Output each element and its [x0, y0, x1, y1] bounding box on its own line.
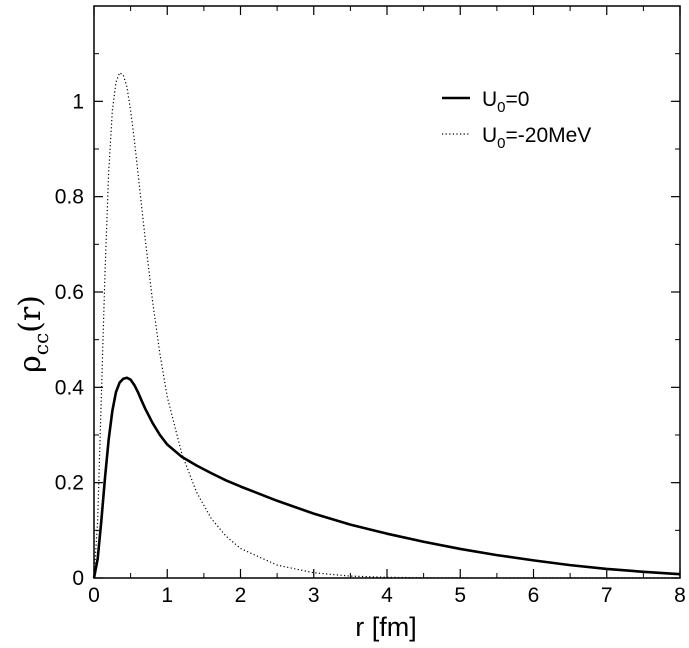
y-tick-label: 0.6 — [55, 281, 84, 304]
x-tick-label: 1 — [161, 584, 173, 607]
y-tick-label: 0.4 — [55, 376, 85, 399]
y-axis-title-main: ρ — [13, 355, 48, 373]
y-axis-title-sub: cc — [29, 333, 53, 355]
legend-label-1: U0=0 — [482, 88, 529, 116]
svg-text:ρcc(r): ρcc(r) — [13, 295, 53, 373]
x-tick-label: 6 — [528, 584, 540, 607]
y-tick-label: 0.8 — [55, 186, 84, 209]
y-axis-title-arg: (r) — [13, 295, 48, 333]
series-line-1 — [92, 376, 681, 579]
y-axis-title: ρcc(r) — [13, 295, 53, 373]
x-tick-label: 2 — [235, 584, 247, 607]
x-tick-label: 4 — [381, 584, 393, 607]
y-tick-label: 0 — [72, 567, 84, 590]
x-tick-label: 5 — [454, 584, 466, 607]
x-tick-label: 0 — [88, 584, 100, 607]
x-tick-label: 7 — [601, 584, 613, 607]
x-axis-title: r [fm] — [355, 612, 417, 642]
legend: U0=0 U0=-20MeV — [442, 88, 591, 152]
plot-frame — [93, 5, 681, 579]
y-tick-label: 1 — [72, 90, 84, 113]
series-layer — [92, 72, 681, 579]
ticks-layer: 0 1 2 3 4 5 6 7 8 0 0.2 0.4 0.6 0.8 1 — [55, 6, 686, 607]
series-line-2 — [93, 72, 680, 579]
legend-label-2: U0=-20MeV — [482, 124, 591, 152]
x-tick-label: 8 — [674, 584, 686, 607]
y-tick-label: 0.2 — [55, 472, 84, 495]
x-tick-label: 3 — [308, 584, 320, 607]
